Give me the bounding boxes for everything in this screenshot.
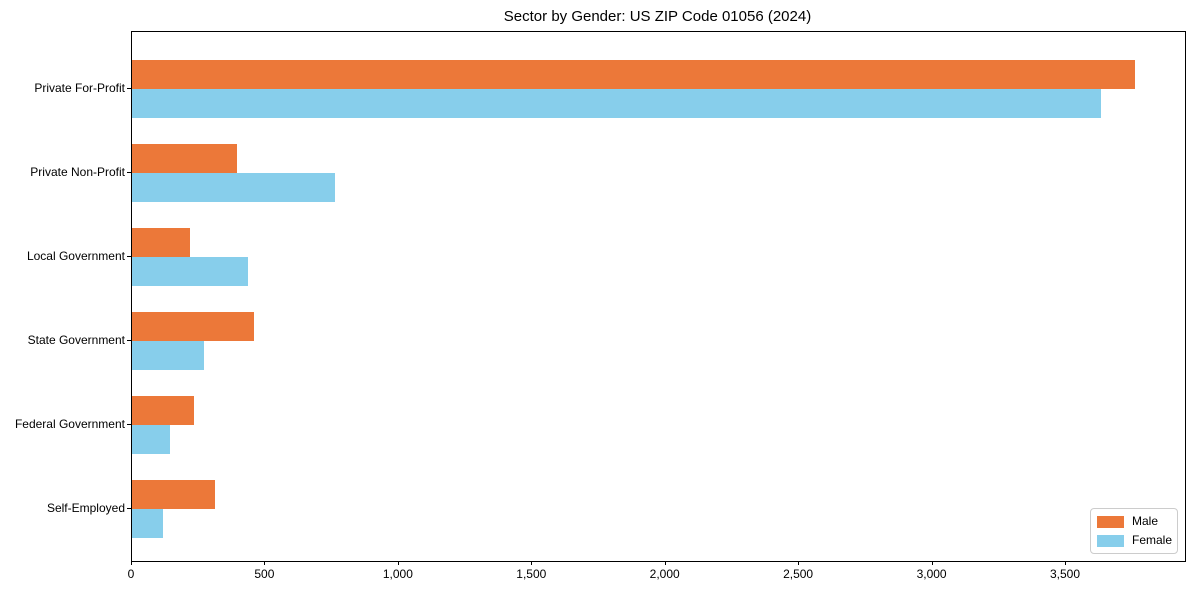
y-tick-mark-private-non-profit xyxy=(127,172,131,173)
x-tick-mark-3-500 xyxy=(1065,561,1066,565)
bar-female-federal-government xyxy=(132,425,170,454)
y-tick-label-federal-government: Federal Government xyxy=(14,417,125,431)
x-tick-mark-1-500 xyxy=(531,561,533,565)
x-tick-label-0: 0 xyxy=(127,567,135,581)
legend: Male Female xyxy=(1090,508,1178,554)
bar-male-private-for-profit xyxy=(132,60,1135,89)
y-tick-mark-state-government xyxy=(127,340,131,341)
x-tick-label-1-500: 1,500 xyxy=(516,567,547,581)
y-tick-label-private-non-profit: Private Non-Profit xyxy=(30,165,125,179)
bar-male-federal-government xyxy=(132,396,194,425)
bar-female-state-government xyxy=(132,341,205,370)
legend-label-male: Male xyxy=(1132,514,1159,528)
bar-male-state-government xyxy=(132,312,254,341)
y-tick-label-local-government: Local Government xyxy=(26,249,125,263)
bar-male-private-non-profit xyxy=(132,144,238,173)
x-tick-label-3-000: 3,000 xyxy=(916,567,947,581)
y-tick-mark-private-for-profit xyxy=(127,88,131,89)
y-tick-mark-local-government xyxy=(127,256,131,257)
bar-male-local-government xyxy=(132,228,190,257)
bar-female-self-employed xyxy=(132,509,163,538)
plot-area xyxy=(131,31,1186,562)
x-tick-mark-0 xyxy=(131,561,132,565)
legend-swatch-male xyxy=(1097,515,1124,528)
bar-female-private-for-profit xyxy=(132,89,1102,118)
legend-entry-male: Male xyxy=(1097,515,1171,528)
y-tick-mark-federal-government xyxy=(127,424,131,425)
bar-female-private-non-profit xyxy=(132,173,336,202)
x-tick-mark-3-000 xyxy=(931,561,933,565)
x-tick-mark-1-000 xyxy=(397,561,399,565)
x-tick-label-500: 500 xyxy=(254,567,275,581)
legend-swatch-female xyxy=(1097,534,1124,547)
x-tick-mark-500 xyxy=(264,561,266,565)
legend-label-female: Female xyxy=(1132,533,1173,547)
bar-female-local-government xyxy=(132,257,248,286)
y-tick-label-self-employed: Self-Employed xyxy=(46,501,125,515)
x-tick-label-1-000: 1,000 xyxy=(382,567,413,581)
x-tick-mark-2-500 xyxy=(798,561,800,565)
legend-entry-female: Female xyxy=(1097,533,1173,547)
x-tick-label-3-500: 3,500 xyxy=(1049,567,1081,581)
y-tick-label-state-government: State Government xyxy=(27,333,125,347)
x-tick-label-2-500: 2,500 xyxy=(783,567,814,581)
y-tick-label-private-for-profit: Private For-Profit xyxy=(34,81,125,95)
bar-male-self-employed xyxy=(132,480,216,509)
x-tick-mark-2-000 xyxy=(664,561,666,565)
y-tick-mark-self-employed xyxy=(127,508,131,509)
chart-title: Sector by Gender: US ZIP Code 01056 (202… xyxy=(503,8,812,25)
x-tick-label-2-000: 2,000 xyxy=(649,567,680,581)
